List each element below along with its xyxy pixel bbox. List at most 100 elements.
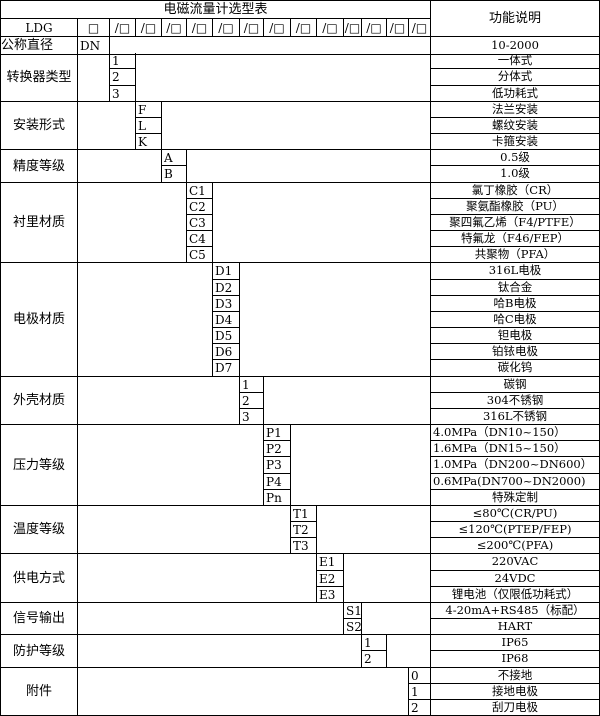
first-box-cell: □ (78, 19, 110, 37)
option-description: 哈B电极 (431, 296, 600, 312)
blank-cell (162, 102, 431, 150)
header-box-cell: /□ (162, 19, 187, 37)
option-description: 0.6MPa(DN700~DN2000) (431, 474, 600, 490)
option-description: ≤80℃(CR/PU) (431, 506, 600, 522)
model-cell: LDG (0, 19, 78, 37)
option-description: 1.0MPa（DN200~DN600） (431, 457, 600, 474)
option-description: 螺纹安装 (431, 118, 600, 134)
blank-cell (136, 53, 431, 102)
function-header: 功能说明 (431, 0, 600, 37)
option-description: 一体式 (431, 53, 600, 69)
option-code: 2 (110, 69, 136, 86)
group-label: 外壳材质 (0, 377, 78, 425)
blank-cell (362, 603, 431, 635)
table-title: 电磁流量计选型表 (0, 0, 431, 19)
option-description: IP65 (431, 635, 600, 651)
option-code: D5 (213, 328, 240, 344)
option-code: D7 (213, 360, 240, 377)
option-code: T1 (291, 506, 317, 522)
option-code: P1 (264, 425, 291, 441)
option-code: A (162, 150, 187, 166)
option-code: C4 (187, 231, 213, 247)
option-code: C2 (187, 199, 213, 215)
header-box-cell: /□ (291, 19, 317, 37)
option-code: E2 (317, 571, 344, 587)
group-label: 安装形式 (0, 102, 78, 150)
blank-cell (387, 635, 431, 668)
option-code: T2 (291, 522, 317, 538)
option-description: 聚氨酯橡胶（PU） (431, 199, 600, 215)
blank-cell (78, 377, 240, 425)
option-description: IP68 (431, 651, 600, 668)
blank-cell (78, 150, 162, 183)
option-description: HART (431, 619, 600, 635)
option-description: 分体式 (431, 69, 600, 86)
option-description: 哈C电极 (431, 312, 600, 328)
option-description: 0.5级 (431, 150, 600, 166)
group-label: 精度等级 (0, 150, 78, 183)
blank-cell (264, 377, 431, 425)
blank-cell (187, 150, 431, 183)
blank-cell (78, 53, 110, 102)
option-code: Pn (264, 490, 291, 506)
header-box-cell: /□ (362, 19, 387, 37)
header-box-cell: /□ (213, 19, 240, 37)
option-description: 氯丁橡胶（CR） (431, 183, 600, 199)
option-description: ≤200℃(PFA) (431, 538, 600, 554)
option-code: K (136, 134, 162, 150)
blank-cell (110, 37, 431, 55)
blank-cell (344, 554, 431, 603)
blank-cell (78, 554, 317, 603)
option-description: 1.6MPa（DN15~150） (431, 441, 600, 457)
nominal-label: 公称直径 (0, 37, 78, 55)
blank-cell (317, 506, 431, 554)
option-description: 碳化钨 (431, 360, 600, 377)
option-description: 低功耗式 (431, 86, 600, 102)
blank-cell (78, 506, 291, 554)
option-description: 聚四氟乙烯（F4/PTFE） (431, 215, 600, 231)
group-label: 压力等级 (0, 425, 78, 506)
blank-cell (213, 183, 431, 263)
group-label: 温度等级 (0, 506, 78, 554)
option-code: P3 (264, 457, 291, 474)
group-label: 防护等级 (0, 635, 78, 668)
option-description: 220VAC (431, 554, 600, 571)
option-description: 碳钢 (431, 377, 600, 393)
option-code: B (162, 166, 187, 183)
option-description: 铂铱电极 (431, 344, 600, 360)
option-description: 4-20mA+RS485（标配） (431, 603, 600, 619)
option-code: S2 (344, 619, 362, 635)
option-code: S1 (344, 603, 362, 619)
option-description: 刮刀电极 (431, 700, 600, 716)
option-code: D1 (213, 263, 240, 280)
group-label: 信号输出 (0, 603, 78, 635)
option-code: 1 (409, 684, 431, 700)
option-code: F (136, 102, 162, 118)
option-description: 钛合金 (431, 280, 600, 296)
option-code: D2 (213, 280, 240, 296)
header-box-cell: /□ (264, 19, 291, 37)
option-code: C3 (187, 215, 213, 231)
option-code: T3 (291, 538, 317, 554)
group-label: 附件 (0, 668, 78, 716)
option-code: D4 (213, 312, 240, 328)
option-code: 2 (240, 393, 264, 409)
option-code: 1 (240, 377, 264, 393)
blank-cell (78, 635, 362, 668)
group-label: 电极材质 (0, 263, 78, 377)
header-box-cell: /□ (240, 19, 264, 37)
option-code: 2 (409, 700, 431, 716)
option-description: 特殊定制 (431, 490, 600, 506)
option-code: 3 (110, 86, 136, 102)
option-description: 锂电池（仅限低功耗式） (431, 587, 600, 603)
blank-cell (240, 263, 431, 377)
option-code: 0 (409, 668, 431, 684)
option-code: D3 (213, 296, 240, 312)
option-code: P4 (264, 474, 291, 490)
option-description: 24VDC (431, 571, 600, 587)
option-description: 共聚物（PFA） (431, 247, 600, 263)
option-description: 316L不锈钢 (431, 409, 600, 425)
option-description: 304不锈钢 (431, 393, 600, 409)
option-code: 1 (362, 635, 387, 651)
